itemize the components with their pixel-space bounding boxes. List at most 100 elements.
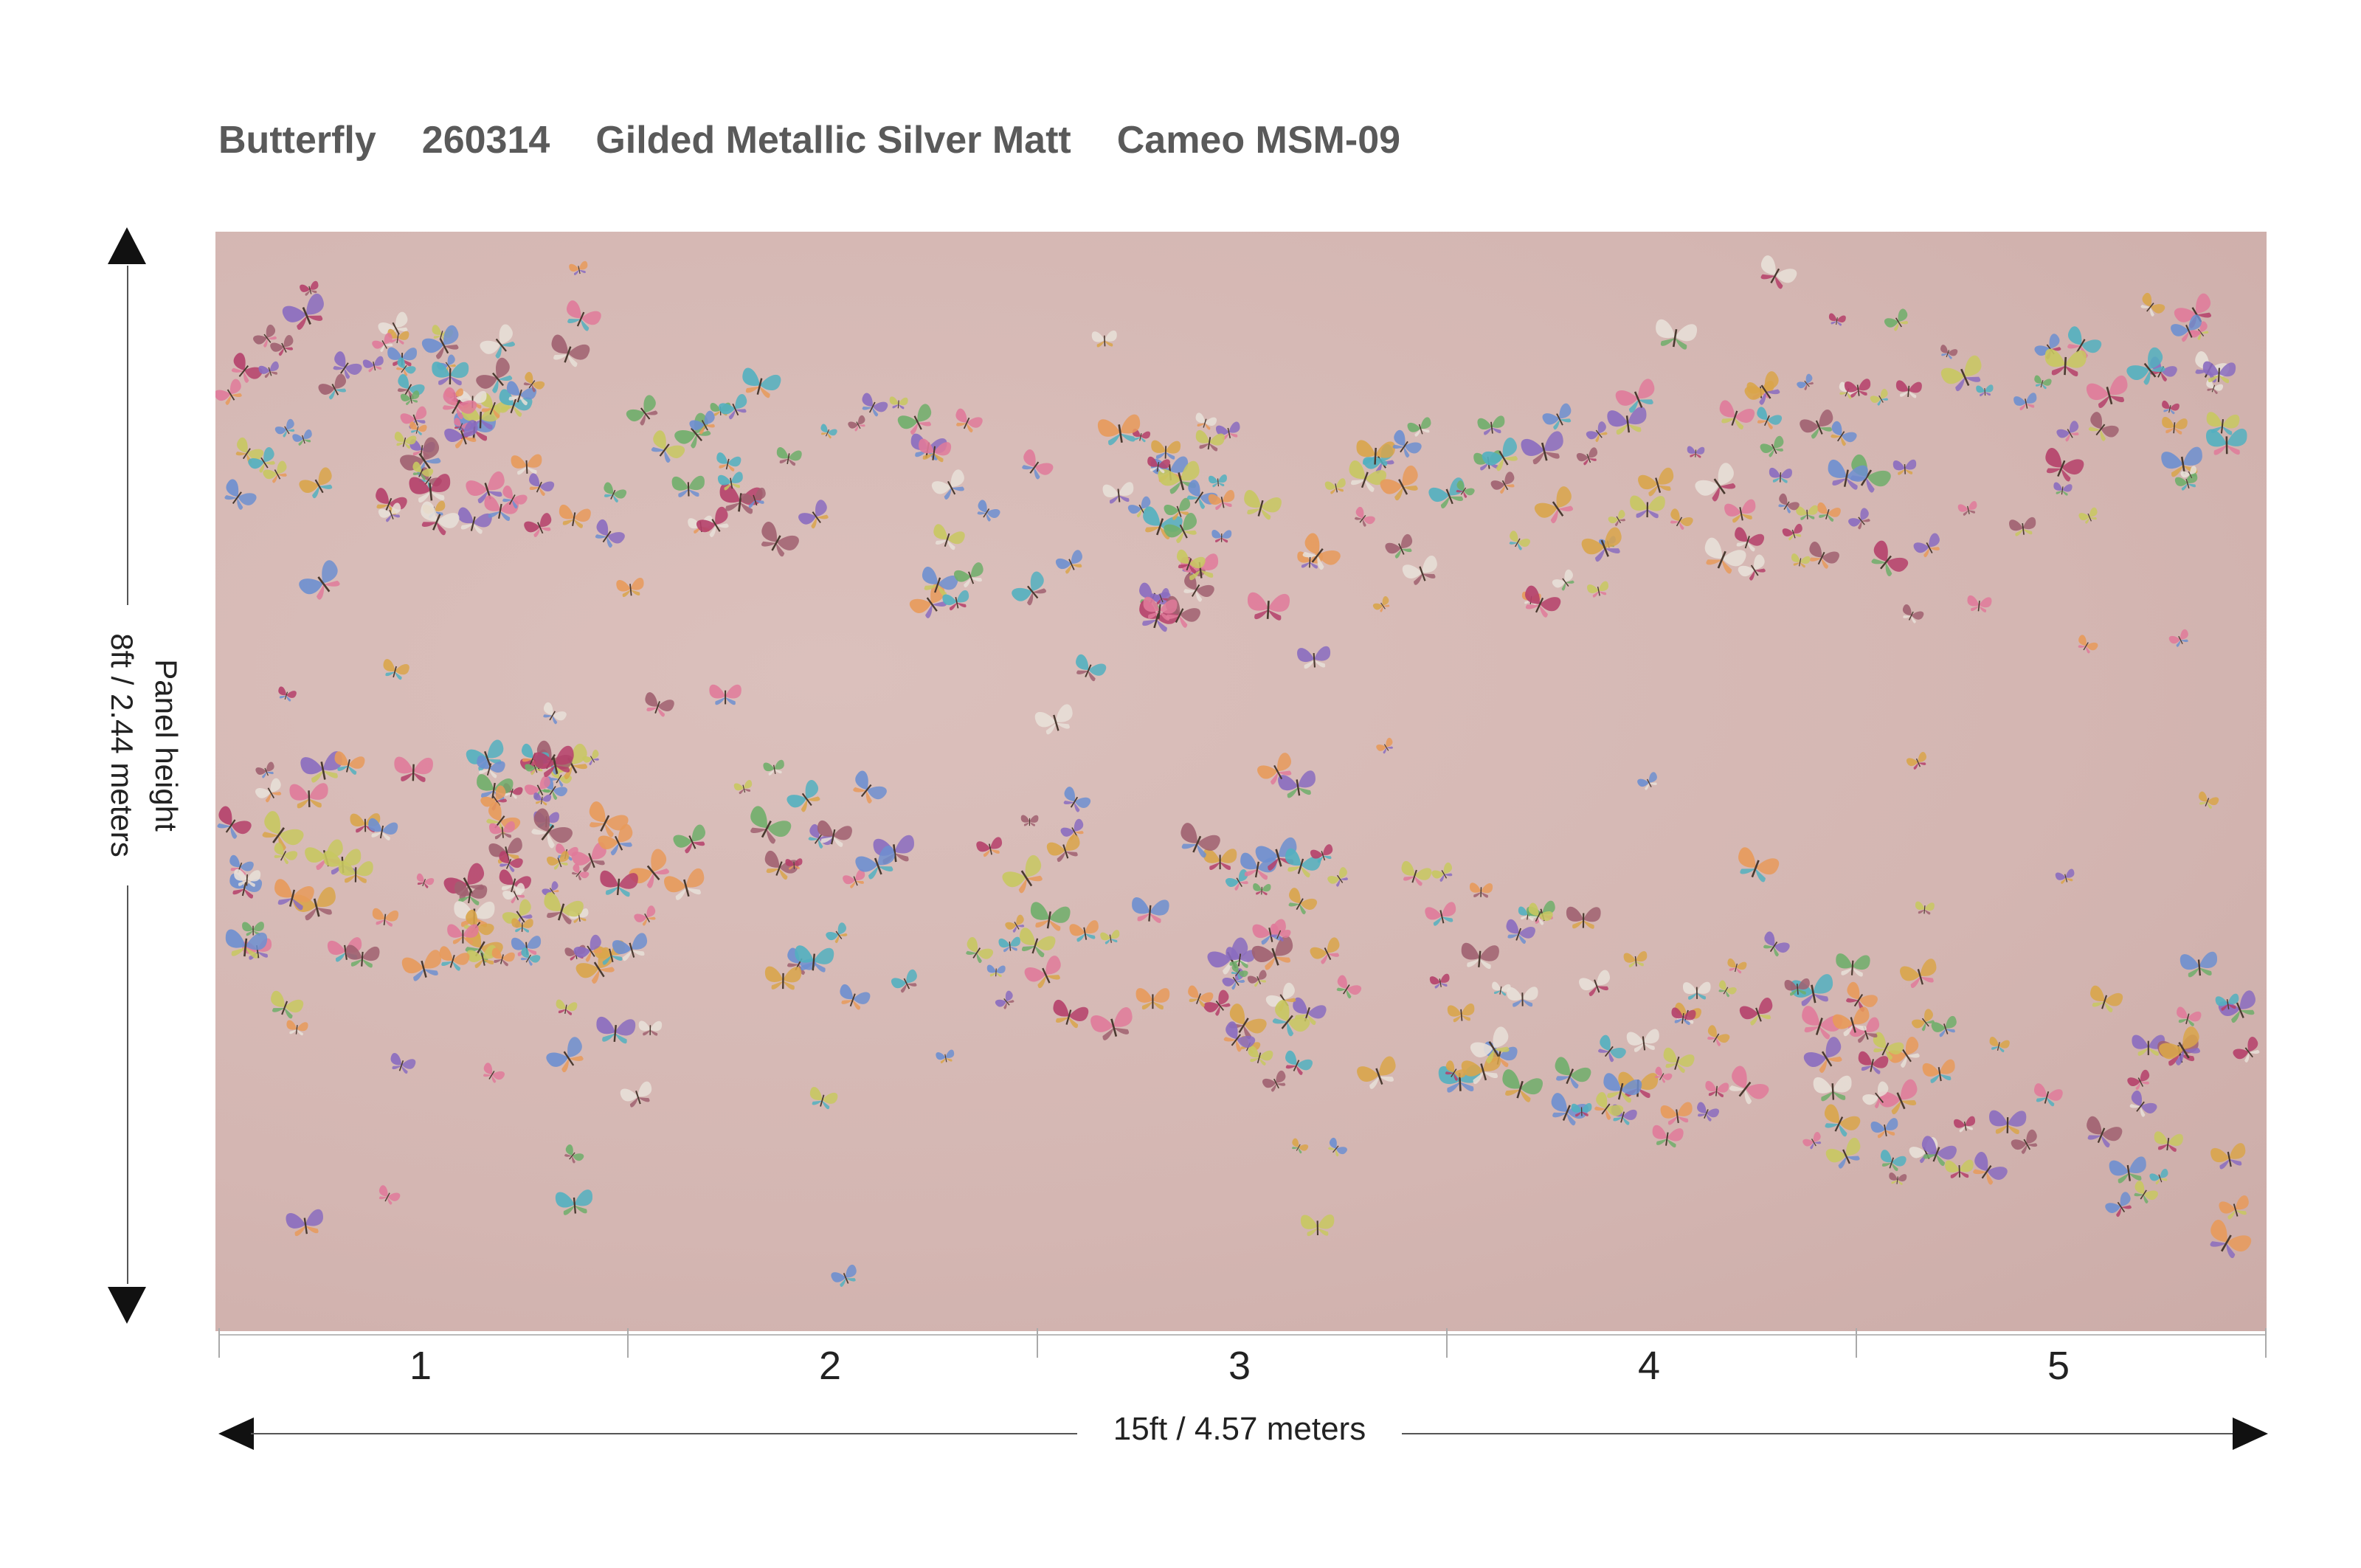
butterfly-icon bbox=[1272, 1000, 1310, 1037]
butterfly-icon bbox=[1022, 449, 1054, 480]
butterfly-icon bbox=[1848, 508, 1870, 530]
butterfly-icon bbox=[1887, 1037, 1920, 1068]
butterfly-icon bbox=[400, 437, 441, 477]
butterfly-icon bbox=[1231, 963, 1248, 980]
panel-number: 4 bbox=[1637, 1344, 1661, 1388]
butterfly-icon bbox=[716, 452, 742, 472]
butterfly-icon bbox=[889, 396, 908, 410]
butterfly-icon bbox=[1862, 1081, 1890, 1108]
butterfly-icon bbox=[1372, 596, 1390, 612]
butterfly-icon bbox=[524, 513, 552, 537]
butterfly-icon bbox=[634, 905, 656, 926]
butterfly-icon bbox=[1551, 1093, 1589, 1126]
butterfly-icon bbox=[966, 937, 994, 964]
butterfly-icon bbox=[1208, 490, 1235, 511]
butterfly-icon bbox=[1429, 973, 1450, 989]
butterfly-icon bbox=[1976, 384, 1994, 397]
butterfly-icon bbox=[673, 824, 706, 854]
butterfly-icon bbox=[2013, 393, 2037, 411]
butterfly-icon bbox=[559, 504, 591, 528]
butterfly-icon bbox=[1020, 815, 1039, 826]
butterfly-icon bbox=[1870, 1118, 1898, 1139]
butterfly-icon bbox=[409, 421, 427, 435]
butterfly-icon bbox=[1257, 753, 1292, 785]
butterfly-icon bbox=[506, 381, 537, 406]
butterfly-icon bbox=[502, 883, 525, 904]
butterfly-icon bbox=[2087, 1116, 2123, 1147]
butterfly-icon bbox=[1336, 975, 1362, 999]
butterfly-icon bbox=[919, 438, 952, 463]
butterfly-icon bbox=[1895, 380, 1922, 398]
butterfly-icon bbox=[1760, 255, 1797, 289]
butterfly-icon bbox=[2174, 472, 2198, 491]
butterfly-icon bbox=[2055, 868, 2075, 884]
butterfly-icon bbox=[765, 966, 802, 990]
butterfly-icon bbox=[215, 379, 242, 405]
butterfly-icon bbox=[862, 393, 888, 417]
butterfly-icon bbox=[394, 756, 433, 782]
butterfly-icon bbox=[1285, 848, 1321, 877]
butterfly-icon bbox=[1069, 920, 1099, 942]
butterfly-icon bbox=[1738, 847, 1780, 883]
butterfly-icon bbox=[1327, 867, 1349, 887]
butterfly-icon bbox=[499, 851, 523, 872]
arrow-left-icon bbox=[218, 1417, 254, 1450]
butterfly-icon bbox=[1180, 823, 1220, 858]
butterfly-icon bbox=[480, 324, 515, 359]
butterfly-icon bbox=[318, 373, 347, 400]
butterfly-icon bbox=[2206, 412, 2240, 435]
butterfly-icon bbox=[582, 750, 599, 766]
butterfly-icon bbox=[511, 454, 542, 475]
butterfly-icon bbox=[1456, 480, 1475, 498]
butterfly-icon bbox=[2171, 314, 2202, 342]
butterfly-icon bbox=[334, 751, 365, 775]
butterfly-icon bbox=[372, 333, 393, 353]
butterfly-icon bbox=[1292, 1138, 1309, 1154]
butterfly-icon bbox=[600, 870, 638, 897]
butterfly-icon bbox=[1555, 1057, 1591, 1089]
butterfly-icon bbox=[300, 280, 319, 296]
ruler-tick bbox=[218, 1328, 220, 1358]
butterfly-icon bbox=[853, 770, 887, 804]
butterfly-icon bbox=[1097, 414, 1141, 446]
butterfly-icon bbox=[466, 944, 497, 968]
butterfly-icon bbox=[400, 390, 420, 405]
panel-ruler bbox=[218, 1334, 2267, 1336]
butterfly-icon bbox=[2206, 379, 2224, 394]
width-dimension-line bbox=[1402, 1433, 2236, 1434]
butterfly-icon bbox=[612, 933, 647, 961]
butterfly-icon bbox=[1355, 506, 1375, 527]
butterfly-icon bbox=[820, 424, 837, 439]
butterfly-icon bbox=[1401, 860, 1432, 886]
butterfly-icon bbox=[1836, 953, 1870, 977]
butterfly-icon bbox=[2159, 1026, 2200, 1066]
butterfly-icon bbox=[1380, 465, 1418, 501]
butterfly-icon bbox=[1630, 495, 1665, 519]
butterfly-icon bbox=[2132, 1035, 2165, 1056]
butterfly-icon bbox=[457, 507, 492, 534]
butterfly-icon bbox=[1803, 1037, 1842, 1073]
butterfly-icon bbox=[2180, 466, 2197, 481]
height-label-line2: 8ft / 2.44 meters bbox=[105, 633, 139, 857]
butterfly-icon bbox=[1697, 1102, 1719, 1122]
butterfly-icon bbox=[270, 335, 294, 356]
butterfly-icon bbox=[1809, 541, 1839, 569]
butterfly-icon bbox=[1521, 431, 1563, 465]
butterfly-icon bbox=[1002, 854, 1043, 894]
butterfly-icon bbox=[2109, 1156, 2146, 1184]
butterfly-icon bbox=[412, 461, 434, 480]
butterfly-icon bbox=[1534, 486, 1574, 524]
butterfly-icon bbox=[263, 460, 287, 483]
butterfly-icon bbox=[274, 879, 314, 911]
butterfly-icon bbox=[1900, 959, 1937, 988]
arrow-down-icon bbox=[108, 1287, 146, 1324]
butterfly-icon bbox=[533, 745, 574, 777]
butterfly-icon bbox=[589, 801, 629, 837]
butterfly-icon bbox=[523, 372, 545, 393]
butterfly-icon bbox=[248, 447, 275, 473]
butterfly-icon bbox=[998, 936, 1020, 953]
butterfly-icon bbox=[1147, 456, 1170, 474]
butterfly-icon bbox=[2078, 507, 2098, 524]
butterfly-icon bbox=[447, 924, 479, 944]
butterfly-icon bbox=[1828, 460, 1868, 490]
